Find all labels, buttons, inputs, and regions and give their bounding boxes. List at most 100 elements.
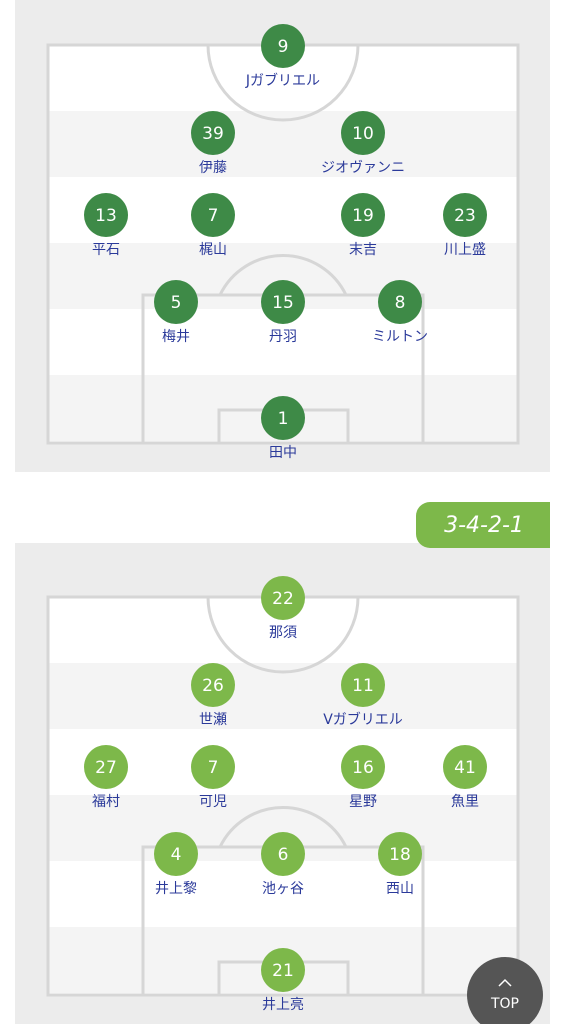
player-number: 39 xyxy=(202,124,224,144)
player-marker xyxy=(341,193,385,237)
player-number: 21 xyxy=(272,961,294,981)
player: 21 井上亮 xyxy=(261,948,305,1013)
player-number: 8 xyxy=(395,293,406,313)
player-number: 18 xyxy=(389,845,411,865)
player-number: 1 xyxy=(278,409,289,429)
player-name: 伊藤 xyxy=(199,160,227,176)
player-marker xyxy=(443,745,487,789)
player-name: 川上盛 xyxy=(444,242,486,258)
player-number: 10 xyxy=(352,124,374,144)
player-marker xyxy=(191,193,235,237)
player-marker xyxy=(191,745,235,789)
player-name: 末吉 xyxy=(349,242,377,258)
top-button[interactable]: TOP xyxy=(467,957,543,1024)
player-marker xyxy=(191,663,235,707)
pitch-stripe xyxy=(48,663,518,729)
player-name: 西山 xyxy=(386,881,414,897)
player-marker xyxy=(443,193,487,237)
player-name: 梅井 xyxy=(162,329,190,345)
player-name: 世瀬 xyxy=(199,712,227,728)
top-button-arrow xyxy=(498,978,512,987)
player-name: 魚里 xyxy=(451,794,479,810)
center-circle xyxy=(206,44,360,122)
player: 27 福村 xyxy=(84,745,128,810)
top-button-label: TOP xyxy=(490,996,519,1012)
player-name: 井上亮 xyxy=(262,996,304,1013)
player-marker xyxy=(341,111,385,155)
player-number: 26 xyxy=(202,676,224,696)
player-number: 5 xyxy=(171,293,182,313)
player: 11 Vガブリエル xyxy=(323,663,403,728)
player-number: 7 xyxy=(208,758,219,778)
player-marker xyxy=(261,576,305,620)
player-number: 15 xyxy=(272,293,294,313)
player: 10 ジオヴァンニ xyxy=(321,111,405,176)
player-name: 井上黎 xyxy=(155,881,197,897)
player-marker xyxy=(341,663,385,707)
player-marker xyxy=(261,24,305,68)
player: 8 ミルトン xyxy=(372,280,428,345)
player: 1 田中 xyxy=(261,396,305,461)
player-number: 11 xyxy=(352,676,374,696)
player: 41 魚里 xyxy=(443,745,487,810)
player-name: 池ヶ谷 xyxy=(262,881,304,897)
player-marker xyxy=(378,280,422,324)
player-number: 27 xyxy=(95,758,117,778)
player: 6 池ヶ谷 xyxy=(261,832,305,897)
formation-badge xyxy=(416,502,550,548)
player-name: Jガブリエル xyxy=(245,72,320,89)
player: 7 梶山 xyxy=(191,193,235,258)
player: 4 井上黎 xyxy=(154,832,198,897)
player: 39 伊藤 xyxy=(191,111,235,176)
center-circle xyxy=(206,596,360,674)
player-marker xyxy=(378,832,422,876)
penalty-arc xyxy=(218,806,348,848)
player-name: 福村 xyxy=(92,794,120,810)
player-marker xyxy=(154,832,198,876)
player-number: 4 xyxy=(171,845,182,865)
player-number: 6 xyxy=(278,845,289,865)
player: 23 川上盛 xyxy=(443,193,487,258)
player-marker xyxy=(84,745,128,789)
player-marker xyxy=(191,111,235,155)
top-button-bg xyxy=(467,957,543,1024)
player-marker xyxy=(261,280,305,324)
player-number: 16 xyxy=(352,758,374,778)
player: 15 丹羽 xyxy=(261,280,305,345)
player-name: 平石 xyxy=(92,242,120,258)
player-number: 22 xyxy=(272,589,294,609)
player-number: 7 xyxy=(208,206,219,226)
player: 7 可児 xyxy=(191,745,235,810)
player: 18 西山 xyxy=(378,832,422,897)
player: 16 星野 xyxy=(341,745,385,810)
penalty-arc xyxy=(218,254,348,296)
player-number: 13 xyxy=(95,206,117,226)
player-name: 田中 xyxy=(269,445,297,461)
player-marker xyxy=(261,948,305,992)
player-marker xyxy=(261,832,305,876)
player: 13 平石 xyxy=(84,193,128,258)
player-name: 丹羽 xyxy=(269,329,297,345)
player-number: 9 xyxy=(278,37,289,57)
player: 9 Jガブリエル xyxy=(245,24,320,89)
player-number: 19 xyxy=(352,206,374,226)
player-name: 星野 xyxy=(349,794,377,810)
player-name: 可児 xyxy=(199,794,227,810)
player: 26 世瀬 xyxy=(191,663,235,728)
player-name: 那須 xyxy=(269,625,297,641)
player-marker xyxy=(261,396,305,440)
player-name: 梶山 xyxy=(199,242,227,258)
player-name: Vガブリエル xyxy=(323,711,403,728)
formation-label: 3-4-2-1 xyxy=(444,513,524,538)
player: 22 那須 xyxy=(261,576,305,641)
player-name: ミルトン xyxy=(372,329,428,345)
player-name: ジオヴァンニ xyxy=(321,159,405,176)
player: 19 末吉 xyxy=(341,193,385,258)
player-marker xyxy=(341,745,385,789)
pitch-stripe xyxy=(48,111,518,177)
player-number: 41 xyxy=(454,758,476,778)
player-number: 23 xyxy=(454,206,476,226)
player-marker xyxy=(84,193,128,237)
player: 5 梅井 xyxy=(154,280,198,345)
player-marker xyxy=(154,280,198,324)
